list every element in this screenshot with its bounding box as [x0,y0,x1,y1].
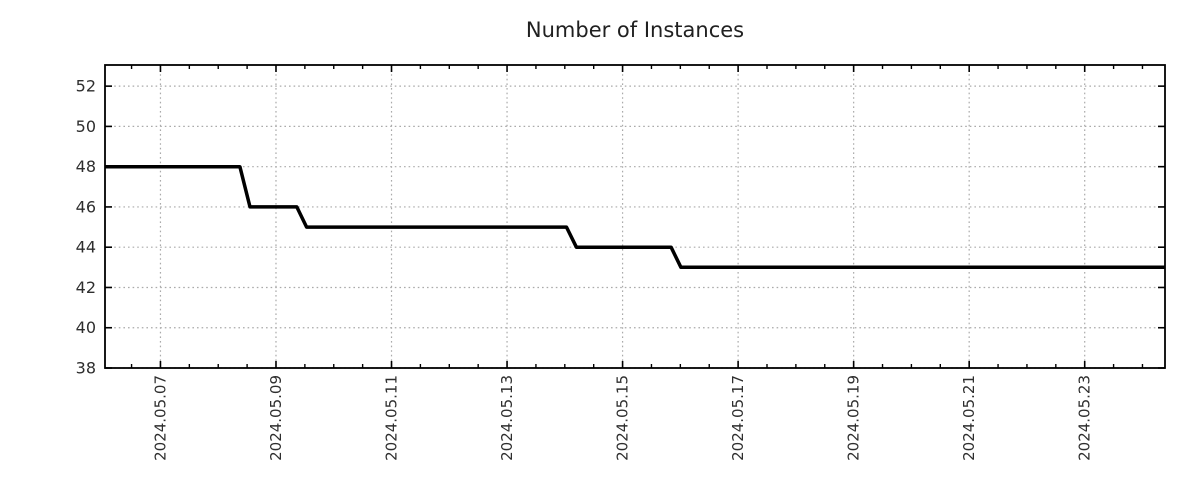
x-tick-label: 2024.05.23 [1076,375,1094,461]
axis-layer [104,64,1166,369]
y-tick-label: 46 [76,197,96,216]
x-tick-label: 2024.05.09 [267,375,285,461]
plot-border [104,64,1166,369]
y-tick-label: 44 [76,238,96,257]
x-tick-label: 2024.05.17 [729,375,747,461]
x-tick-label: 2024.05.19 [845,375,863,461]
x-tick-label: 2024.05.15 [614,375,632,461]
y-tick-label: 40 [76,318,96,337]
chart-title: Number of Instances [526,18,744,42]
y-tick-label: 52 [76,77,96,96]
x-tick-label: 2024.05.21 [960,375,978,461]
data-line [105,164,1165,270]
grid-layer [105,65,1165,369]
series-layer [105,164,1165,270]
y-tick-label: 38 [76,359,96,378]
x-tick-label: 2024.05.07 [151,375,169,461]
y-tick-label: 48 [76,157,96,176]
y-tick-label: 42 [76,278,96,297]
label-layer: 2024.05.07 2024.05.09 2024.05.11 2024.05.13… [76,77,1094,461]
y-tick-label: 50 [76,117,96,136]
x-tick-label: 2024.05.13 [498,375,516,461]
x-tick-label: 2024.05.11 [383,375,401,461]
